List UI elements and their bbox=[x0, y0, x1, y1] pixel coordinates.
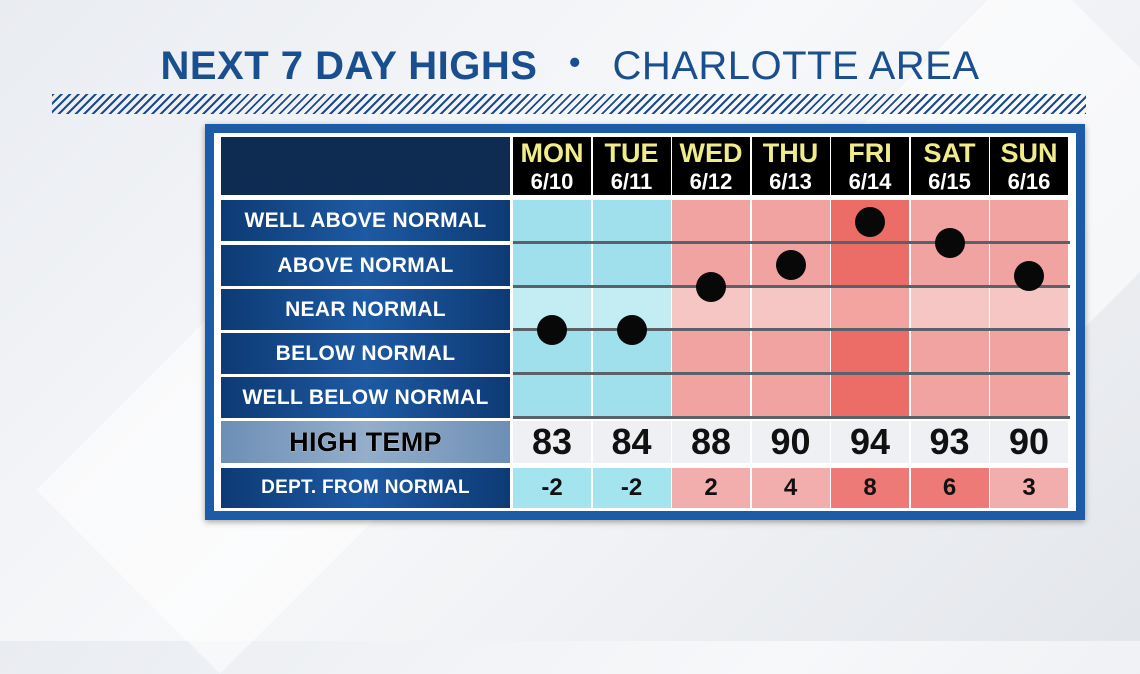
dept-from-normal-value: -2 bbox=[592, 468, 671, 508]
title-main: NEXT 7 DAY HIGHS bbox=[160, 44, 538, 88]
high-temp-value: 83 bbox=[513, 421, 591, 463]
day-date: 6/15 bbox=[928, 169, 971, 194]
grid-line bbox=[513, 416, 1070, 419]
data-point-marker bbox=[1014, 260, 1044, 291]
day-column-fill bbox=[513, 200, 591, 417]
day-header: SAT 6/15 bbox=[910, 137, 989, 195]
title-area: CHARLOTTE AREA bbox=[612, 44, 980, 88]
high-temp-value: 90 bbox=[990, 421, 1068, 463]
grid-line bbox=[513, 371, 1070, 375]
chart-title: NEXT 7 DAY HIGHS • CHARLOTTE AREA bbox=[0, 44, 1140, 94]
row-label-dept-from-normal: DEPT. FROM NORMAL bbox=[221, 468, 510, 508]
day-name: WED bbox=[679, 138, 743, 168]
grid-line bbox=[513, 328, 1070, 332]
title-separator: • bbox=[569, 44, 581, 80]
data-point-marker bbox=[696, 271, 726, 302]
day-date: 6/14 bbox=[848, 169, 892, 194]
high-temp-value: 90 bbox=[751, 421, 830, 463]
row-label-below-normal: BELOW NORMAL bbox=[221, 333, 510, 374]
day-header: TUE 6/11 bbox=[592, 137, 671, 195]
row-label-well-below-normal: WELL BELOW NORMAL bbox=[221, 377, 510, 418]
grid-line bbox=[513, 284, 1070, 288]
data-point-marker bbox=[934, 228, 965, 259]
title-underline-stripe bbox=[52, 94, 1086, 114]
day-name: SUN bbox=[1000, 138, 1058, 168]
day-date: 6/13 bbox=[769, 169, 812, 194]
day-name: TUE bbox=[604, 138, 659, 168]
high-temp-value: 94 bbox=[831, 421, 909, 463]
dept-from-normal-value: 3 bbox=[990, 468, 1068, 508]
data-point-marker bbox=[537, 315, 567, 346]
day-column-fill bbox=[592, 200, 671, 417]
row-label-well-above-normal: WELL ABOVE NORMAL bbox=[221, 200, 510, 241]
data-point-marker bbox=[616, 315, 647, 346]
day-name: SAT bbox=[923, 138, 976, 168]
day-header: WED 6/12 bbox=[672, 137, 750, 195]
day-name: MON bbox=[520, 138, 584, 168]
dept-from-normal-value: -2 bbox=[513, 468, 591, 508]
header-corner bbox=[221, 137, 510, 195]
data-point-marker bbox=[855, 206, 885, 237]
day-column-fill bbox=[672, 200, 750, 417]
high-temp-value: 88 bbox=[672, 421, 750, 463]
high-temp-value: 93 bbox=[910, 421, 989, 463]
high-temp-value: 84 bbox=[592, 421, 671, 463]
near-normal-band bbox=[831, 286, 909, 331]
near-normal-band bbox=[990, 286, 1068, 331]
row-label-high-temp: HIGH TEMP bbox=[221, 421, 510, 463]
near-normal-band bbox=[910, 286, 989, 331]
day-header: MON 6/10 bbox=[513, 137, 591, 195]
day-name: THU bbox=[762, 138, 819, 168]
row-label-above-normal: ABOVE NORMAL bbox=[221, 245, 510, 286]
day-date: 6/12 bbox=[689, 169, 733, 194]
grid-line bbox=[513, 241, 1070, 245]
day-header: THU 6/13 bbox=[751, 137, 830, 195]
dept-from-normal-value: 4 bbox=[751, 468, 830, 508]
day-column-fill bbox=[990, 200, 1068, 417]
day-date: 6/16 bbox=[1007, 169, 1051, 194]
day-name: FRI bbox=[848, 138, 892, 168]
dept-from-normal-value: 6 bbox=[910, 468, 989, 508]
day-header: FRI 6/14 bbox=[831, 137, 909, 195]
near-normal-band bbox=[751, 286, 830, 331]
day-header: SUN 6/16 bbox=[990, 137, 1068, 195]
dept-from-normal-value: 2 bbox=[672, 468, 750, 508]
day-column-fill bbox=[751, 200, 830, 417]
data-point-marker bbox=[775, 250, 806, 281]
row-label-near-normal: NEAR NORMAL bbox=[221, 289, 510, 330]
dept-from-normal-value: 8 bbox=[831, 468, 909, 508]
day-date: 6/11 bbox=[610, 169, 653, 194]
day-date: 6/10 bbox=[530, 169, 574, 194]
